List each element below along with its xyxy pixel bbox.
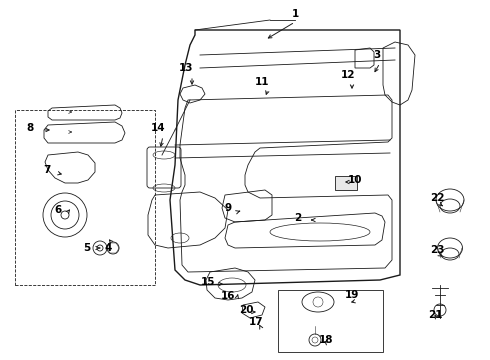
Text: 21: 21 xyxy=(428,310,442,320)
Text: 7: 7 xyxy=(43,165,50,175)
Text: 2: 2 xyxy=(294,213,302,223)
Text: 12: 12 xyxy=(341,70,355,80)
Text: 16: 16 xyxy=(221,291,235,301)
Bar xyxy=(15,110,155,285)
Text: 5: 5 xyxy=(83,243,91,253)
Text: 3: 3 xyxy=(373,50,381,60)
Text: 17: 17 xyxy=(249,317,263,327)
Text: 18: 18 xyxy=(319,335,333,345)
Text: 15: 15 xyxy=(201,277,215,287)
Text: 4: 4 xyxy=(104,243,112,253)
Text: 8: 8 xyxy=(26,123,34,133)
Text: 9: 9 xyxy=(224,203,232,213)
Text: 6: 6 xyxy=(54,205,62,215)
Text: 13: 13 xyxy=(179,63,193,73)
Text: 20: 20 xyxy=(239,305,253,315)
Text: 23: 23 xyxy=(430,245,444,255)
Text: 14: 14 xyxy=(151,123,165,133)
Bar xyxy=(278,290,383,352)
Text: 19: 19 xyxy=(345,290,359,300)
Text: 1: 1 xyxy=(292,9,298,19)
Bar xyxy=(335,176,357,190)
Text: 10: 10 xyxy=(348,175,362,185)
Text: 22: 22 xyxy=(430,193,444,203)
Text: 11: 11 xyxy=(255,77,269,87)
